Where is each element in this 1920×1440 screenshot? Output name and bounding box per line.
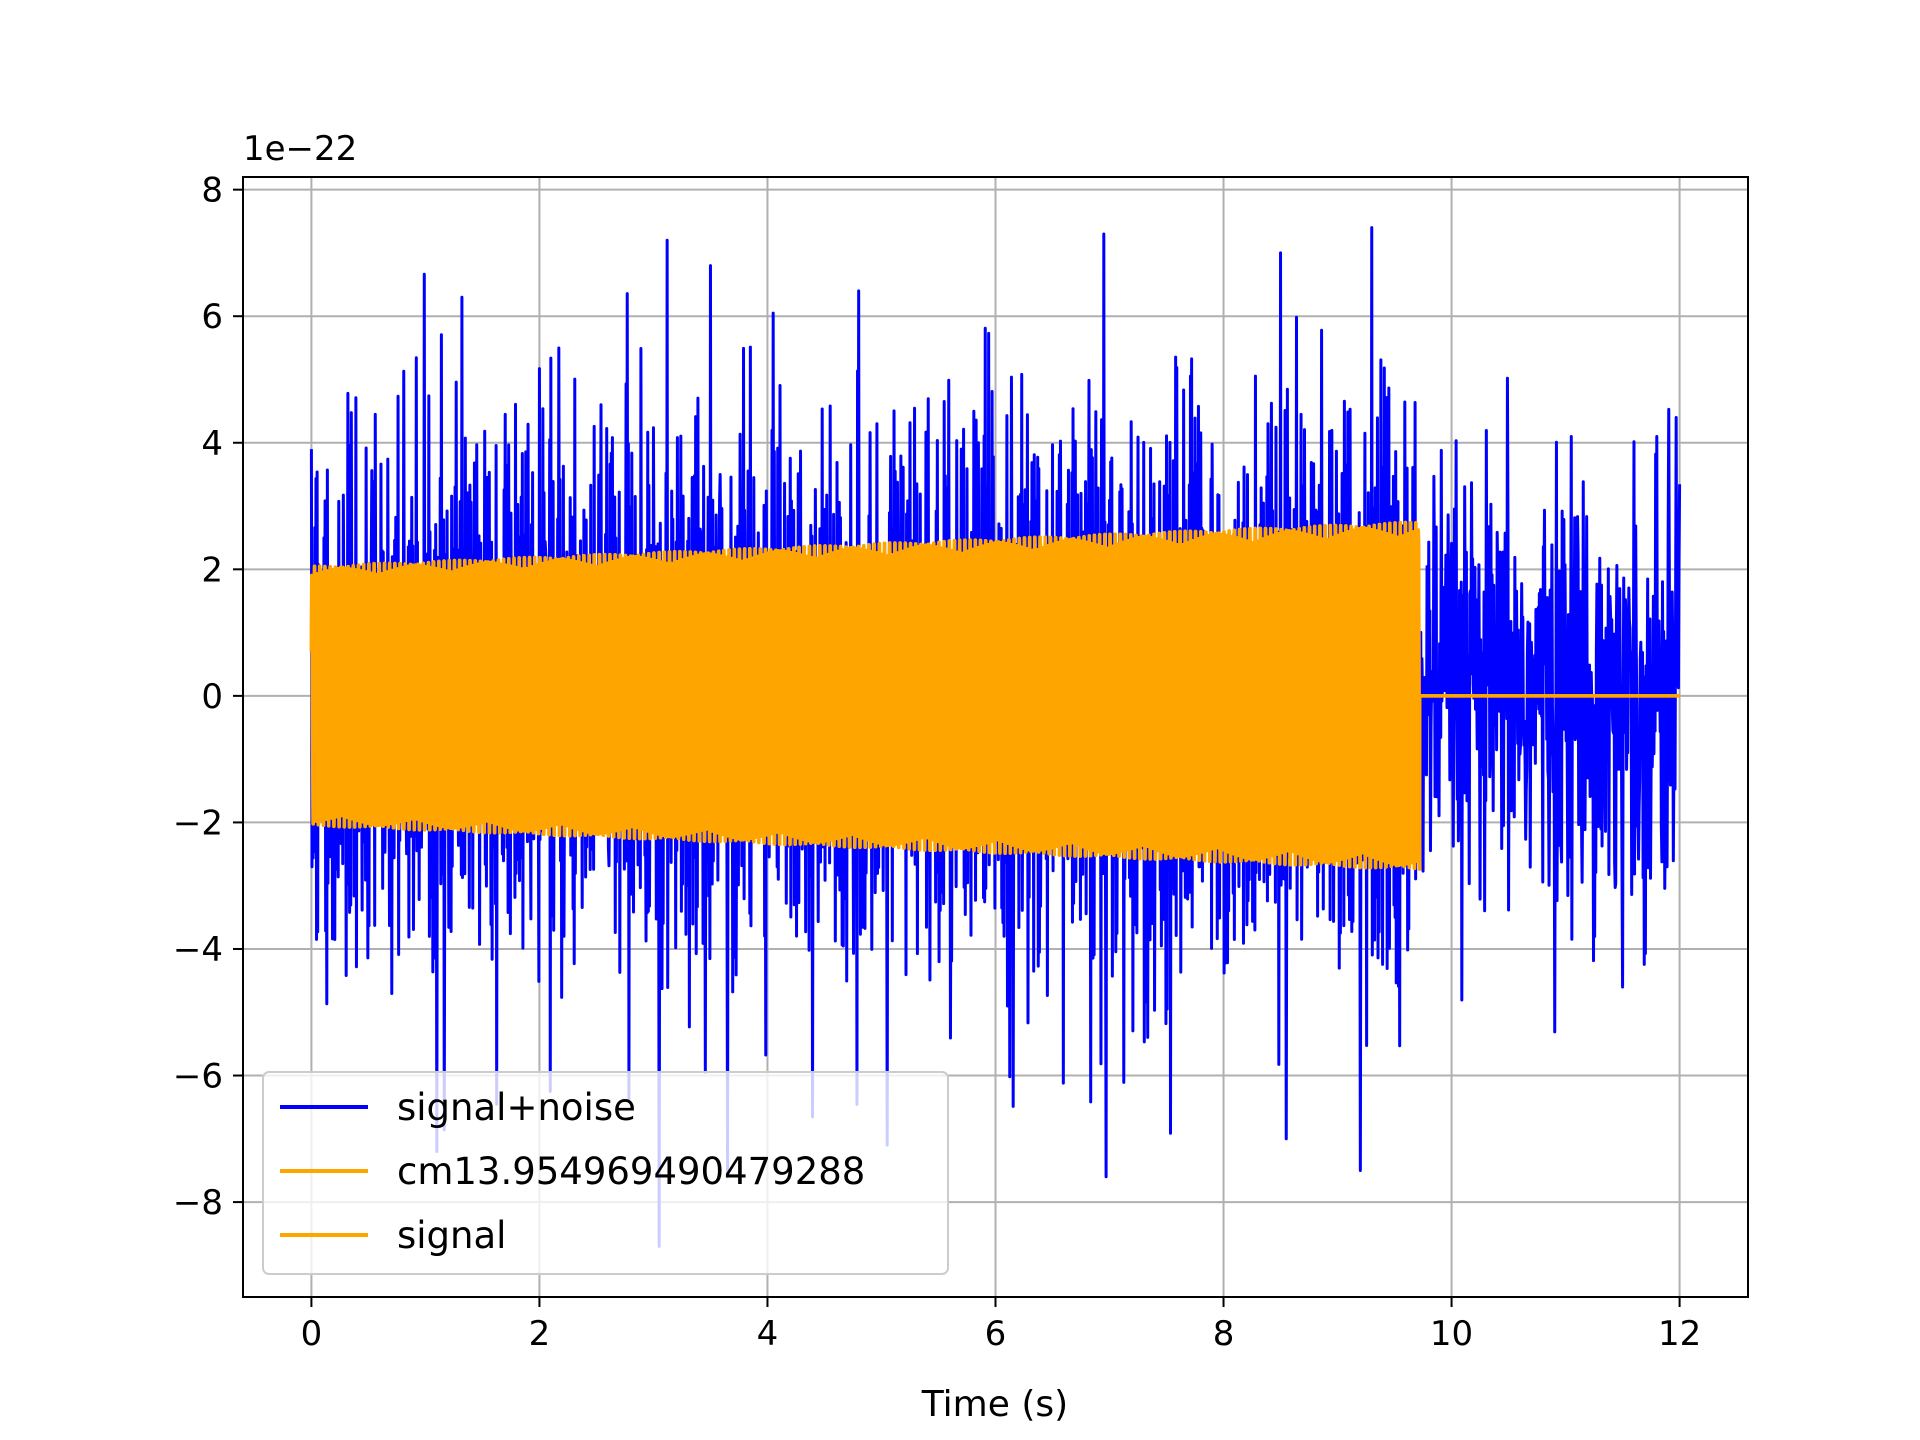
x-tick-label: 4 [757,1314,779,1354]
x-tick-label: 8 [1213,1314,1235,1354]
x-axis-label: Time (s) [921,1384,1068,1425]
y-tick-label: 2 [201,550,223,590]
series-signal-line [309,520,1680,871]
x-tick-label: 6 [985,1314,1007,1354]
legend-label-signal-noise: signal+noise [397,1086,636,1129]
y-tick-label: 6 [201,297,223,337]
y-tick-label: 8 [201,171,223,211]
y-tick-label: −6 [173,1057,223,1097]
y-tick-label: 4 [201,424,223,464]
x-tick-label: 12 [1658,1314,1701,1354]
y-offset-label: 1e−22 [243,129,357,169]
y-tick-label: −8 [173,1183,223,1223]
x-tick-label: 2 [529,1314,551,1354]
series-layer [309,226,1682,1248]
y-tick-label: −4 [173,930,223,970]
x-tick-label: 0 [301,1314,323,1354]
legend: signal+noise cm13.954969490479288 signal [262,1071,949,1275]
legend-label-signal: signal [397,1214,506,1257]
legend-label-cm: cm13.954969490479288 [397,1150,865,1193]
y-tick-label: −2 [173,803,223,843]
legend-box [262,1071,949,1275]
x-tick-label: 10 [1430,1314,1473,1354]
y-axis: 8 6 4 2 0 −2 −4 −6 −8 [173,171,243,1223]
x-axis: 0 2 4 6 8 10 12 [301,1297,1701,1354]
y-tick-label: 0 [201,677,223,717]
